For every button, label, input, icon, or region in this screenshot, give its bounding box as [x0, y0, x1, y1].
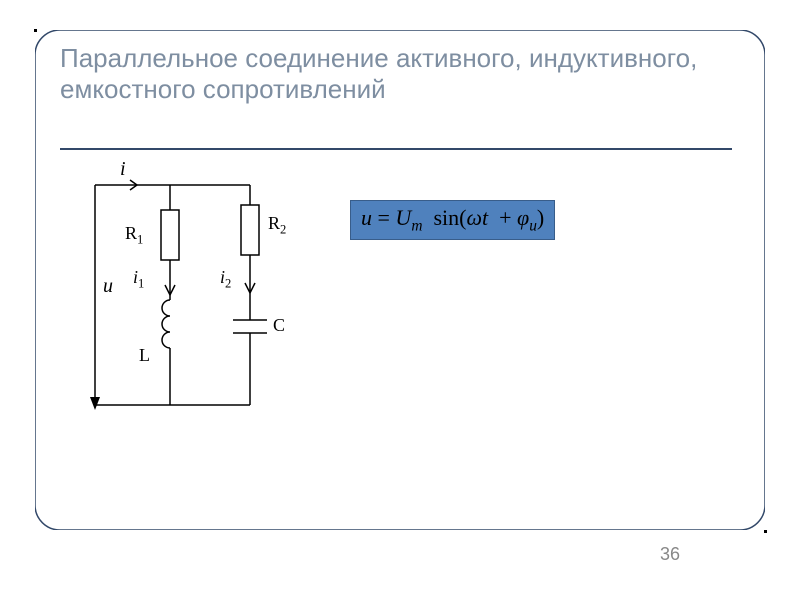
corner-dot-tl	[34, 29, 37, 32]
title-underline	[60, 148, 732, 150]
eq-U-sub: m	[411, 217, 422, 234]
eq-t: t	[482, 205, 488, 230]
eq-U: U	[395, 205, 411, 230]
label-u: u	[103, 275, 113, 298]
eq-phi-sub: u	[529, 217, 537, 234]
label-L: L	[139, 345, 150, 366]
label-R2-text: R	[268, 213, 280, 233]
label-R2-sub: 2	[280, 223, 286, 237]
label-i1-sub: 1	[138, 277, 144, 291]
eq-lhs: u	[361, 205, 372, 230]
corner-dot-br	[764, 530, 767, 533]
circuit-diagram: i u R1 R2 i1 i2 L C	[75, 165, 305, 430]
eq-phi: φ	[517, 205, 529, 230]
page-number: 36	[660, 544, 680, 565]
label-R1: R1	[125, 223, 143, 248]
eq-plus: +	[499, 205, 511, 230]
equation-box: u = Um sin(ωt + φu)	[350, 200, 555, 240]
label-R1-sub: 1	[137, 233, 143, 247]
eq-func: sin	[433, 205, 459, 230]
label-C: C	[273, 315, 285, 336]
eq-omega: ω	[466, 205, 482, 230]
label-R1-text: R	[125, 223, 137, 243]
label-i2-sub: 2	[225, 277, 231, 291]
label-i: i	[120, 158, 126, 181]
label-i2: i2	[220, 267, 231, 292]
label-R2: R2	[268, 213, 286, 238]
slide-title: Параллельное соединение активного, индук…	[60, 43, 710, 105]
label-i1: i1	[133, 267, 144, 292]
